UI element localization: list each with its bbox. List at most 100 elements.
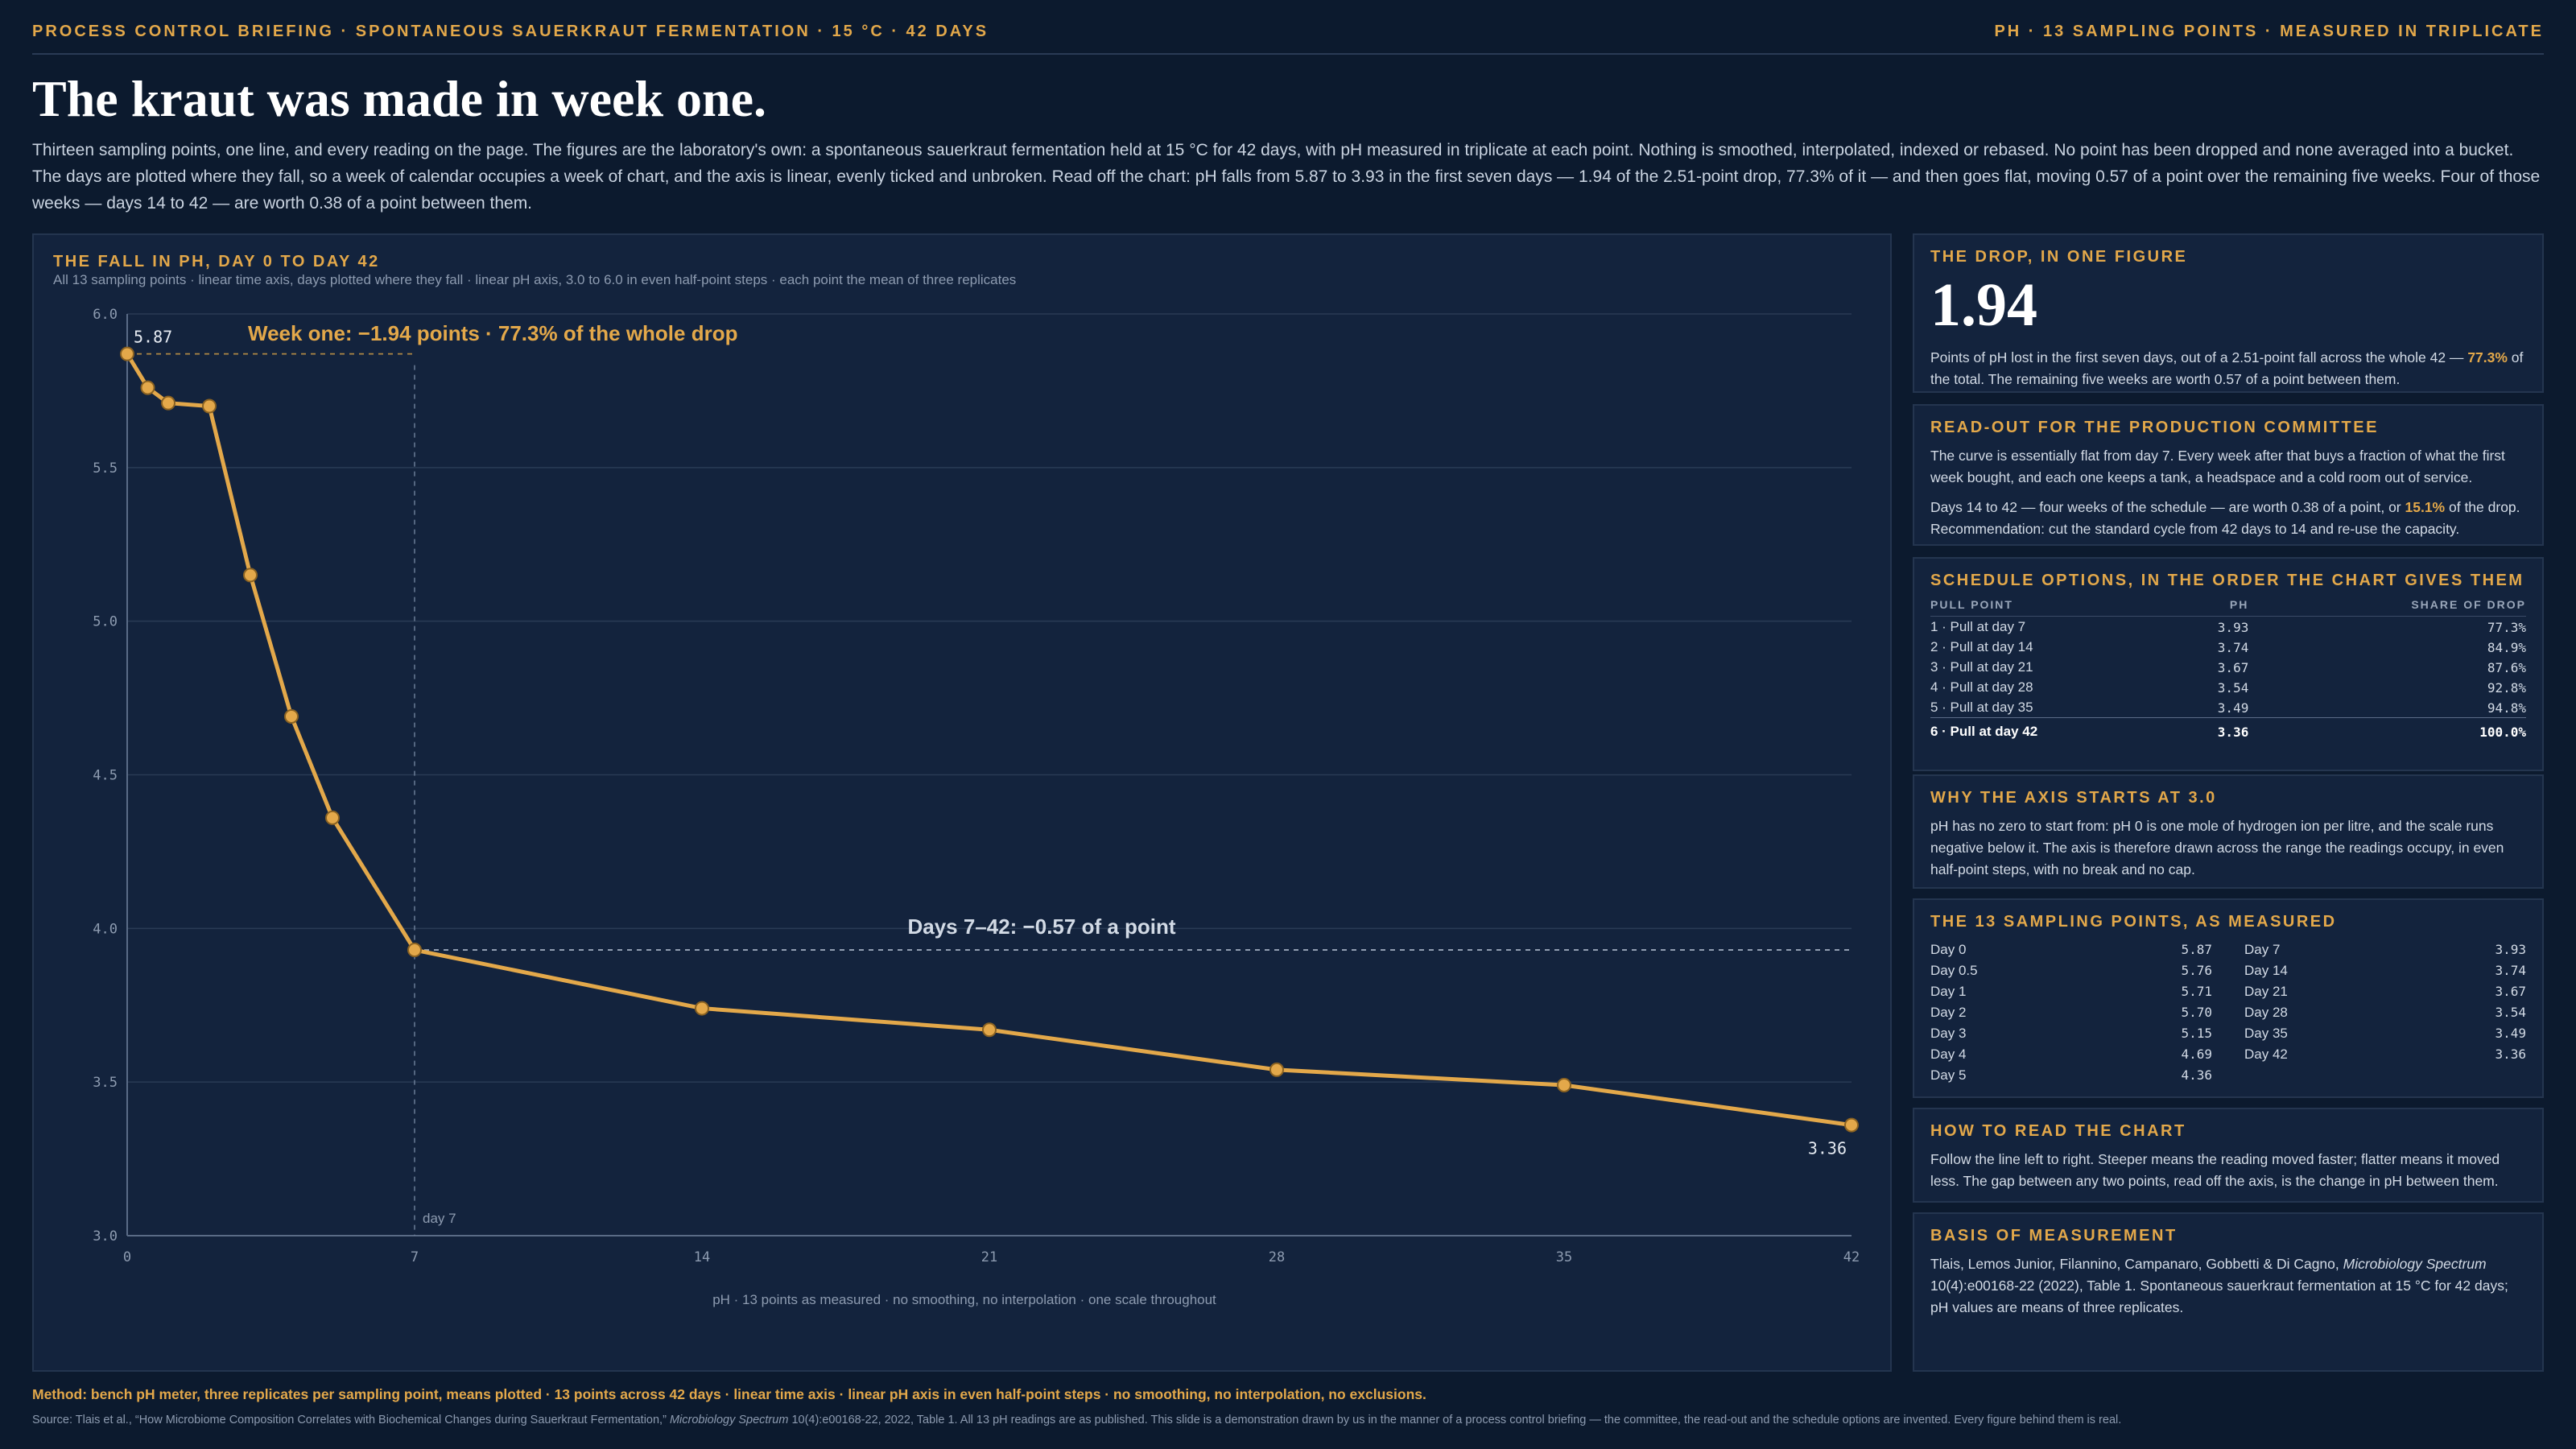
- schedule-pull: 3 · Pull at day 21: [1930, 659, 2033, 675]
- schedule-row: 4 · Pull at day 28 3.54 92.8%: [1930, 677, 2526, 697]
- data-point: [1269, 1062, 1284, 1077]
- schedule-ph: 3.93: [2217, 619, 2249, 635]
- ph-series-line: [125, 353, 1852, 1128]
- schedule-share: 94.8%: [2487, 700, 2526, 716]
- y-tick-label: 4.0: [93, 921, 118, 937]
- drop-share: 77.3%: [2467, 349, 2508, 365]
- y-tick-label: 5.5: [93, 460, 118, 477]
- schedule-pull: 2 · Pull at day 14: [1930, 639, 2033, 654]
- data-point: [407, 943, 422, 958]
- y-tick-label: 6.0: [93, 307, 118, 323]
- method-line: Method: bench pH meter, three replicates…: [32, 1386, 1426, 1402]
- schedule-ph: 3.74: [2217, 639, 2249, 655]
- schedule-pull: 4 · Pull at day 28: [1930, 679, 2033, 695]
- y-tick-label: 3.5: [93, 1075, 118, 1091]
- chart-series: [120, 346, 1859, 1133]
- data-point: [982, 1022, 997, 1038]
- sampling-day: Day 28: [2244, 1005, 2288, 1020]
- schedule-pull: 1 · Pull at day 7: [1930, 619, 2026, 634]
- schedule-ph: 3.54: [2217, 679, 2249, 696]
- data-point: [202, 398, 217, 414]
- card-basis-title: BASIS OF MEASUREMENT: [1930, 1227, 2178, 1245]
- start-value-label: 5.87: [134, 328, 172, 347]
- axis-text: pH has no zero to start from: pH 0 is on…: [1930, 818, 2504, 877]
- chart-subtitle: All 13 sampling points · linear time axi…: [53, 272, 1017, 287]
- schedule-share: 77.3%: [2487, 619, 2526, 635]
- chart-grid: [127, 313, 1852, 1083]
- week-one-annotation: Week one: −1.94 points · 77.3% of the wh…: [248, 321, 737, 345]
- sampling-ph: 5.70: [2181, 1005, 2212, 1020]
- page-title: The kraut was made in week one.: [32, 70, 767, 127]
- chart-axes: 3.0 3.5 4.0 4.5 5.0 5.5 6.0 0 7 14 21 28 35 42: [93, 307, 1860, 1265]
- data-point: [140, 380, 155, 395]
- briefing-label: PROCESS CONTROL BRIEFING · SPONTANEOUS S…: [32, 23, 989, 40]
- x-tick-label: 42: [1843, 1249, 1860, 1265]
- sampling-ph: 3.74: [2495, 963, 2526, 978]
- sampling-day: Day 2: [1930, 1005, 1967, 1020]
- sampling-day: Day 0.5: [1930, 963, 1978, 978]
- sampling-point-row: Day 42 3.36: [2244, 1044, 2526, 1065]
- measurement-label: PH · 13 SAMPLING POINTS · MEASURED IN TR…: [1994, 23, 2544, 40]
- sampling-ph: 3.54: [2495, 1005, 2526, 1020]
- schedule-pull: 5 · Pull at day 35: [1930, 700, 2033, 715]
- card-drop: THE DROP, IN ONE FIGURE 1.94 Points of p…: [1913, 233, 2544, 393]
- sampling-point-row: Day 3 5.15: [1930, 1023, 2212, 1044]
- schedule-row: 1 · Pull at day 7 3.93 77.3%: [1930, 617, 2526, 638]
- drop-value: 1.94: [1930, 271, 2037, 339]
- card-sampling-points: THE 13 SAMPLING POINTS, AS MEASURED Day …: [1913, 898, 2544, 1098]
- howto-text: Follow the line left to right. Steeper m…: [1930, 1151, 2500, 1189]
- card-drop-text: Points of pH lost in the first seven day…: [1930, 349, 2524, 387]
- ph-line-chart: 3.03.54.04.55.05.56.00 7 14 21 28 35 42 5.873.…: [93, 307, 1860, 1307]
- sampling-point-row: Day 21 3.67: [2244, 981, 2526, 1002]
- basis-text: Tlais, Lemos Junior, Filannino, Campanar…: [1930, 1256, 2508, 1315]
- sampling-day: Day 14: [2244, 963, 2288, 978]
- readout-share: 15.1%: [2405, 499, 2446, 515]
- col-ph: PH: [2136, 598, 2306, 617]
- top-strip: PROCESS CONTROL BRIEFING · SPONTANEOUS S…: [32, 23, 2544, 55]
- y-tick-label: 4.5: [93, 768, 118, 784]
- sampling-ph: 5.76: [2181, 963, 2212, 978]
- sampling-point-row: Day 0.5 5.76: [1930, 960, 2212, 981]
- points-col-right: Day 7 3.93 Day 14 3.74 Day 21 3.67 Day 28 3.54 D…: [2244, 939, 2526, 1086]
- chart-labels: 5.87 3.36 day 7 Week one: −1.94 points · 77…: [134, 321, 1847, 1307]
- sampling-day: Day 42: [2244, 1046, 2288, 1062]
- readout-p1: The curve is essentially flat from day 7…: [1930, 448, 2505, 485]
- points-col-left: Day 0 5.87 Day 0.5 5.76 Day 1 5.71 Day 2 5.70 Da…: [1930, 939, 2212, 1086]
- schedule-ph: 3.49: [2217, 700, 2249, 716]
- card-axis: WHY THE AXIS STARTS AT 3.0 pH has no zer…: [1913, 774, 2544, 889]
- x-tick-label: 28: [1269, 1249, 1285, 1265]
- sampling-day: Day 1: [1930, 984, 1967, 999]
- sampling-point-row: Day 7 3.93: [2244, 939, 2526, 960]
- x-tick-label: 14: [694, 1249, 710, 1265]
- chart-title: THE FALL IN PH, DAY 0 TO DAY 42: [53, 253, 380, 270]
- sampling-day: Day 4: [1930, 1046, 1967, 1062]
- schedule-ph: 3.67: [2217, 659, 2249, 675]
- sampling-day: Day 35: [2244, 1026, 2288, 1041]
- sampling-point-row: Day 1 5.71: [1930, 981, 2212, 1002]
- chart-panel: THE FALL IN PH, DAY 0 TO DAY 42 All 13 s…: [32, 233, 1892, 1372]
- sampling-day: Day 0: [1930, 942, 1967, 957]
- card-howto: HOW TO READ THE CHART Follow the line le…: [1913, 1108, 2544, 1203]
- schedule-share: 100.0%: [2305, 717, 2526, 741]
- data-point: [243, 568, 258, 583]
- data-point: [695, 1001, 709, 1016]
- sampling-ph: 5.87: [2181, 942, 2212, 957]
- schedule-row: 2 · Pull at day 14 3.74 84.9%: [1930, 637, 2526, 657]
- x-tick-label: 35: [1556, 1249, 1572, 1265]
- days-7-42-annotation: Days 7–42: −0.57 of a point: [907, 914, 1175, 939]
- chart-guides: [127, 353, 1852, 1236]
- source-line: Source: Tlais et al., “How Microbiome Co…: [32, 1414, 2122, 1426]
- card-readout: READ-OUT FOR THE PRODUCTION COMMITTEE Th…: [1913, 404, 2544, 546]
- data-point: [161, 395, 175, 411]
- end-value-label: 3.36: [1808, 1139, 1847, 1158]
- x-tick-label: 21: [981, 1249, 997, 1265]
- sampling-ph: 4.36: [2181, 1067, 2212, 1083]
- schedule-row: 5 · Pull at day 35 3.49 94.8%: [1930, 697, 2526, 718]
- card-howto-title: HOW TO READ THE CHART: [1930, 1122, 2186, 1140]
- x-tick-label: 7: [411, 1249, 419, 1265]
- lede-paragraph: Thirteen sampling points, one line, and …: [32, 141, 2541, 213]
- sampling-point-row: Day 35 3.49: [2244, 1023, 2526, 1044]
- x-tick-label: 0: [123, 1249, 131, 1265]
- schedule-row: 6 · Pull at day 42 3.36 100.0%: [1930, 717, 2526, 741]
- schedule-ph: 3.36: [2136, 717, 2306, 741]
